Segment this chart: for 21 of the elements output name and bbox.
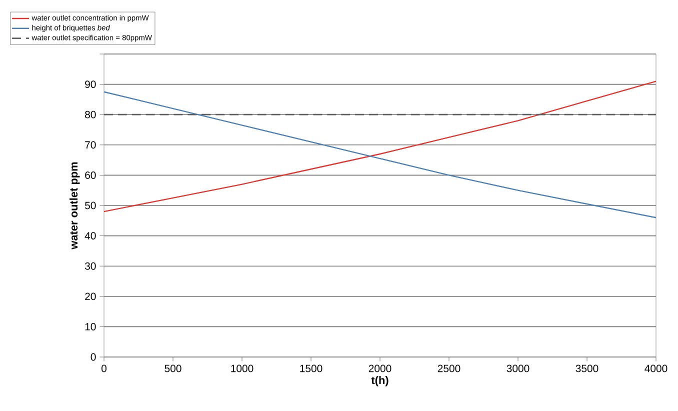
y-tick-label: 80 — [85, 110, 96, 118]
x-tick-label: 4000 — [644, 364, 668, 372]
x-tick-label: 3000 — [506, 364, 530, 372]
y-tick-label: 30 — [84, 262, 96, 270]
x-tick-label: 500 — [164, 364, 182, 372]
y-tick-label: 20 — [85, 292, 96, 300]
x-tick-label: 1500 — [300, 364, 322, 372]
y-tick-label: 90 — [85, 80, 96, 88]
y-tick-label: 50 — [85, 202, 96, 210]
y-tick-label: 70 — [85, 141, 96, 149]
y-tick-label: 60 — [85, 172, 96, 179]
x-axis-title: t(h) — [371, 376, 388, 386]
x-tick-label: 3500 — [576, 364, 598, 372]
x-tick-label: 0 — [101, 364, 106, 372]
x-tick-label: 2500 — [438, 364, 460, 372]
x-tick-label: 1000 — [231, 364, 254, 372]
y-tick-label: 10 — [85, 323, 96, 330]
y-tick-label: 40 — [84, 232, 96, 240]
x-tick-label: 2000 — [368, 364, 392, 372]
y-axis-title: water outlet ppm — [70, 162, 80, 250]
y-tick-label: 0 — [90, 353, 96, 361]
